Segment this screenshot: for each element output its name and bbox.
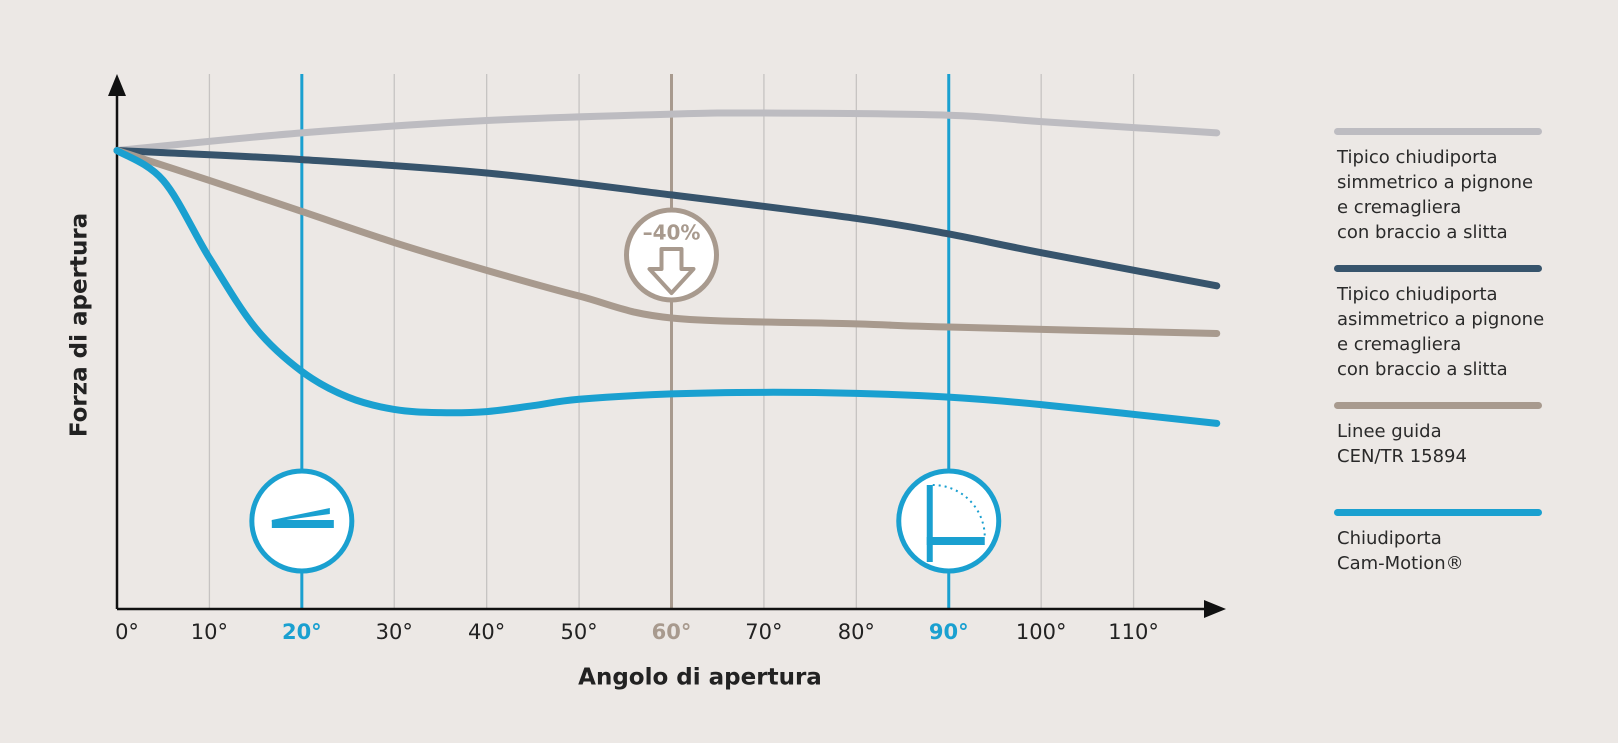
- legend-label: Chiudiporta Cam-Motion®: [1337, 528, 1464, 574]
- series-line: [113, 147, 1221, 290]
- annotation: –40%: [643, 221, 701, 245]
- x-tick-label: 10°: [191, 620, 228, 644]
- legend-swatch: [1334, 402, 1542, 409]
- x-tick-label: 70°: [745, 620, 782, 644]
- badge-arrow: [647, 247, 696, 295]
- x-tick-label: 110°: [1108, 620, 1159, 644]
- x-tick-label: 20°: [282, 620, 322, 644]
- x-tick-label: 30°: [376, 620, 413, 644]
- x-tick-label: 0°: [115, 620, 139, 644]
- icon-door: [926, 537, 985, 545]
- legend-label: Linee guida CEN/TR 15894: [1337, 421, 1467, 467]
- x-axis-title: Angolo di apertura: [578, 665, 822, 691]
- icon: [896, 468, 1002, 574]
- legend-swatch: [1334, 509, 1542, 516]
- legend-label: Tipico chiudiporta asimmetrico a pignone…: [1337, 284, 1545, 380]
- annotation-badge: –40%: [624, 207, 719, 303]
- series-line: [113, 147, 1221, 427]
- x-tick-label: 90°: [929, 620, 969, 644]
- y-arrow: [108, 74, 126, 96]
- icon: [249, 468, 355, 574]
- x-tick-label: 60°: [652, 620, 692, 644]
- series-line: [113, 109, 1221, 155]
- legend-swatch: [1334, 128, 1542, 135]
- legend-swatch: [1334, 265, 1542, 272]
- icon-door-open: [271, 508, 330, 522]
- series-line: [113, 147, 1221, 337]
- legend-label: Tipico chiudiporta simmetrico a pignone …: [1337, 147, 1534, 243]
- x-arrow: [1204, 600, 1226, 618]
- x-tick-label: 80°: [838, 620, 875, 644]
- x-tick-label: 50°: [560, 620, 597, 644]
- x-tick-label: 40°: [468, 620, 505, 644]
- icon-door: [271, 520, 334, 528]
- icon-door-open: [926, 485, 933, 562]
- x-tick-label: 100°: [1016, 620, 1067, 644]
- icon-circle: [896, 468, 1002, 574]
- y-axis-title: Forza di apertura: [67, 213, 93, 437]
